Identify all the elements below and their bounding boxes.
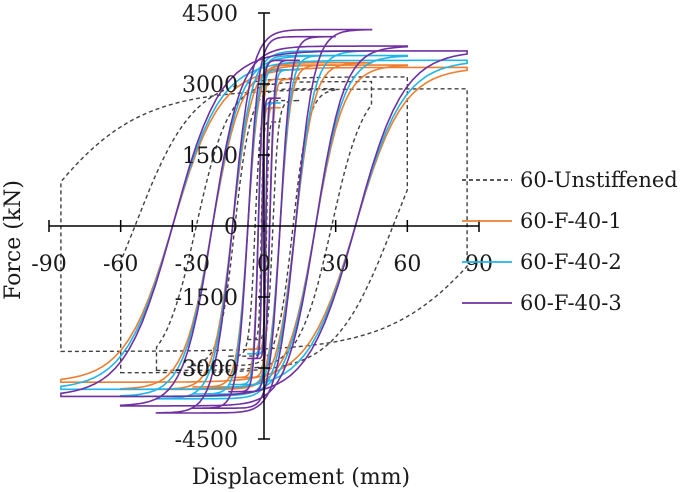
legend-label-3: 60-F-40-3 xyxy=(520,291,622,315)
y-tick-label: -4500 xyxy=(175,428,238,453)
x-tick-label: -90 xyxy=(31,252,66,277)
series-3-loop-0 xyxy=(247,97,281,360)
x-tick-label: 60 xyxy=(393,252,421,277)
y-tick-label: -1500 xyxy=(175,286,238,311)
x-tick-label: -60 xyxy=(103,252,138,277)
series-0-loop-5 xyxy=(60,88,468,353)
y-tick-label: -3000 xyxy=(175,357,238,382)
legend-label-0: 60-Unstiffened xyxy=(520,168,678,192)
series-3-loop-5 xyxy=(60,50,468,398)
series-0-loop-0 xyxy=(247,121,281,341)
series-3-loop-4 xyxy=(119,45,409,407)
plot-curves xyxy=(60,28,468,414)
x-tick-label: -30 xyxy=(175,252,210,277)
y-tick-label: 1500 xyxy=(182,144,238,169)
series-0-loop-2 xyxy=(191,88,337,367)
series-1-loop-5 xyxy=(60,66,468,383)
x-tick-label: 0 xyxy=(257,252,271,277)
y-tick-label: 4500 xyxy=(182,2,238,27)
series-0-loop-3 xyxy=(155,80,373,372)
y-tick-label: 3000 xyxy=(182,73,238,98)
y-tick-label: 0 xyxy=(224,215,238,240)
x-axis-title: Displacement (mm) xyxy=(192,465,410,490)
series-3-loop-2 xyxy=(192,35,336,409)
x-tick-label: 30 xyxy=(322,252,350,277)
series-3-loop-3 xyxy=(155,28,373,414)
legend: 60-Unstiffened 60-F-40-1 60-F-40-2 60-F-40-… xyxy=(462,168,678,315)
y-axis-title: Force (kN) xyxy=(1,180,26,300)
series-2-loop-5 xyxy=(60,59,468,391)
legend-label-1: 60-F-40-1 xyxy=(520,209,622,233)
legend-label-2: 60-F-40-2 xyxy=(520,250,622,274)
x-tick-label: 90 xyxy=(465,252,493,277)
axis-ticks: -90 -60 -30 0 30 60 90 -4500 -3000 -1500 0 1500 3000… xyxy=(31,2,493,453)
